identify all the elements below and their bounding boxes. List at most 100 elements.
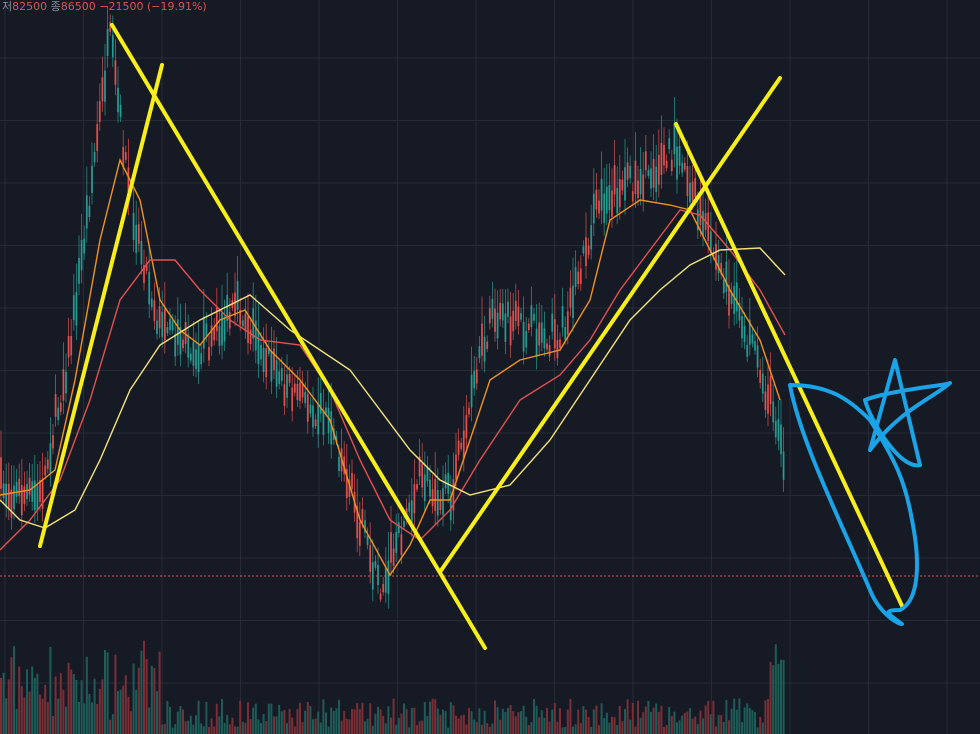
volume-bars	[0, 640, 785, 734]
volume-bar	[756, 727, 759, 734]
candle-body	[109, 22, 112, 32]
volume-bar	[28, 691, 31, 734]
volume-bar	[371, 725, 374, 734]
volume-bar	[429, 701, 431, 734]
candle-body	[169, 318, 171, 331]
volume-bar	[301, 721, 304, 734]
volume-bar	[195, 715, 197, 734]
candle-body	[351, 472, 353, 489]
candle-body	[182, 339, 184, 349]
volume-bar	[468, 708, 470, 734]
volume-bar	[161, 724, 164, 734]
candle-body	[608, 185, 611, 211]
candle-body	[20, 485, 23, 516]
volume-bar	[444, 711, 447, 734]
volume-bar	[54, 676, 57, 734]
candle-body	[382, 584, 385, 593]
value: −21500	[99, 0, 144, 13]
label: 종	[50, 0, 61, 13]
volume-bar	[501, 708, 504, 734]
volume-bar	[75, 679, 78, 734]
trend-line	[438, 76, 782, 574]
volume-bar	[192, 724, 195, 734]
candle-body	[764, 391, 767, 410]
volume-bar	[780, 659, 782, 734]
volume-bar	[330, 707, 333, 734]
candle-body	[644, 151, 647, 171]
volume-bar	[543, 717, 546, 734]
candle-body	[13, 485, 15, 510]
volume-bar	[93, 678, 96, 734]
volume-bar	[392, 698, 395, 734]
volume-bar	[98, 688, 101, 734]
volume-bar	[221, 699, 223, 734]
volume-bar	[527, 725, 530, 734]
volume-bar	[676, 722, 678, 734]
candle-body	[473, 370, 476, 389]
volume-bar	[473, 719, 476, 734]
candle-body	[98, 101, 101, 122]
candle-body	[707, 212, 710, 242]
volume-bar	[603, 718, 606, 734]
volume-bar	[400, 713, 403, 734]
volume-bar	[13, 646, 15, 734]
candle-body	[728, 285, 730, 316]
volume-bar	[135, 689, 138, 734]
volume-bar	[423, 702, 426, 734]
candle-body	[93, 151, 96, 163]
candle-body	[2, 483, 5, 499]
candle-body	[57, 407, 60, 420]
candle-body	[179, 327, 182, 355]
volume-bar	[358, 709, 361, 734]
volume-bar	[127, 696, 130, 734]
volume-bar	[306, 701, 309, 734]
volume-bar	[514, 716, 517, 734]
candle-body	[717, 255, 720, 274]
candle-body	[262, 347, 265, 372]
volume-bar	[408, 727, 411, 734]
candle-body	[421, 463, 424, 488]
volume-bar	[642, 712, 645, 734]
candle-body	[525, 330, 528, 348]
candle-body	[634, 160, 637, 194]
candle-body	[652, 158, 655, 188]
candle-body	[686, 166, 689, 196]
volume-bar	[462, 714, 465, 734]
volume-bar	[85, 656, 88, 734]
volume-bar	[751, 710, 754, 734]
candle-body	[291, 387, 294, 412]
volume-bar	[590, 726, 593, 734]
candle-body	[626, 162, 629, 180]
candle-body	[566, 311, 569, 335]
volume-bar	[41, 698, 44, 734]
volume-bar	[681, 715, 684, 734]
candle-body	[101, 77, 104, 102]
trend-lines	[38, 23, 905, 650]
volume-bar	[730, 708, 733, 734]
candle-body	[616, 188, 619, 214]
volume-bar	[208, 727, 210, 734]
candle-body	[137, 224, 140, 244]
volume-bar	[486, 723, 489, 734]
volume-bar	[309, 705, 312, 734]
candle-body	[23, 486, 26, 504]
volume-bar	[247, 702, 249, 734]
candle-body	[678, 145, 681, 166]
value: 82500	[12, 0, 48, 13]
candle-body	[148, 271, 151, 305]
candle-body	[322, 409, 325, 435]
candle-body	[124, 152, 127, 160]
volume-bar	[767, 699, 769, 734]
volume-bar	[111, 714, 114, 734]
volume-bar	[704, 705, 707, 734]
candle-body	[657, 154, 660, 185]
volume-bar	[413, 707, 416, 734]
candle-body	[452, 479, 455, 511]
candle-body	[587, 245, 590, 256]
volume-bar	[166, 701, 169, 734]
candle-body	[470, 374, 473, 408]
volume-bar	[782, 659, 785, 734]
candle-body	[327, 408, 330, 434]
candle-body	[174, 334, 177, 357]
candle-body	[600, 178, 603, 211]
